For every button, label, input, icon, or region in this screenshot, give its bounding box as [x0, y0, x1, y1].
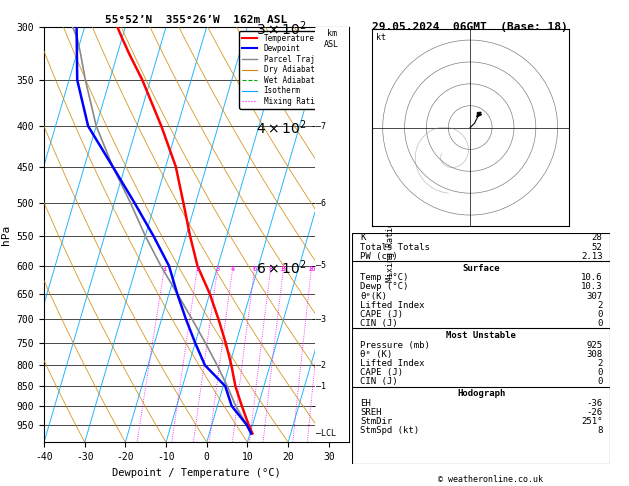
Text: 3: 3 — [216, 266, 220, 272]
Text: 16: 16 — [308, 266, 316, 272]
Text: 2.13: 2.13 — [581, 252, 603, 261]
Text: —2: —2 — [316, 361, 326, 370]
Text: —5: —5 — [316, 261, 326, 270]
Text: θᵉ (K): θᵉ (K) — [360, 350, 392, 359]
Text: Pressure (mb): Pressure (mb) — [360, 341, 430, 349]
Text: —3: —3 — [316, 314, 326, 324]
Text: 6: 6 — [253, 266, 257, 272]
Text: —6: —6 — [316, 199, 326, 208]
Text: 8: 8 — [269, 266, 273, 272]
Text: PW (cm): PW (cm) — [360, 252, 398, 261]
Text: 307: 307 — [586, 292, 603, 300]
Text: 8: 8 — [597, 426, 603, 435]
Legend: Temperature, Dewpoint, Parcel Trajectory, Dry Adiabat, Wet Adiabat, Isotherm, Mi: Temperature, Dewpoint, Parcel Trajectory… — [239, 31, 345, 109]
Text: kt: kt — [376, 33, 386, 42]
Text: EH: EH — [360, 399, 370, 408]
Text: km: km — [327, 29, 337, 38]
Text: 0: 0 — [597, 368, 603, 377]
Text: 10.3: 10.3 — [581, 282, 603, 291]
Text: StmSpd (kt): StmSpd (kt) — [360, 426, 419, 435]
Text: Temp (°C): Temp (°C) — [360, 273, 408, 282]
Text: CIN (J): CIN (J) — [360, 319, 398, 328]
Y-axis label: hPa: hPa — [1, 225, 11, 244]
Text: Dewp (°C): Dewp (°C) — [360, 282, 408, 291]
Text: 2: 2 — [597, 359, 603, 368]
Text: —LCL: —LCL — [316, 429, 337, 438]
Text: Surface: Surface — [462, 264, 500, 273]
Text: 29.05.2024  06GMT  (Base: 18): 29.05.2024 06GMT (Base: 18) — [372, 22, 568, 32]
Text: —1: —1 — [316, 382, 326, 391]
Text: CAPE (J): CAPE (J) — [360, 368, 403, 377]
Text: 308: 308 — [586, 350, 603, 359]
Text: Lifted Index: Lifted Index — [360, 301, 425, 310]
Text: -36: -36 — [586, 399, 603, 408]
Text: 28: 28 — [592, 233, 603, 243]
Text: 1: 1 — [163, 266, 167, 272]
Text: CIN (J): CIN (J) — [360, 378, 398, 386]
Text: 2: 2 — [196, 266, 200, 272]
Text: -26: -26 — [586, 408, 603, 417]
Text: 2: 2 — [597, 301, 603, 310]
Text: Totals Totals: Totals Totals — [360, 243, 430, 252]
Text: —7: —7 — [316, 122, 326, 131]
Text: θᵉ(K): θᵉ(K) — [360, 292, 387, 300]
Text: SREH: SREH — [360, 408, 381, 417]
Text: 25: 25 — [335, 266, 343, 272]
X-axis label: Dewpoint / Temperature (°C): Dewpoint / Temperature (°C) — [112, 468, 281, 478]
Text: 0: 0 — [597, 319, 603, 328]
Text: 251°: 251° — [581, 417, 603, 426]
Text: Mixing Ratio (g/kg): Mixing Ratio (g/kg) — [386, 187, 395, 282]
Text: 52: 52 — [592, 243, 603, 252]
Text: 20: 20 — [321, 266, 330, 272]
Text: 10.6: 10.6 — [581, 273, 603, 282]
Text: © weatheronline.co.uk: © weatheronline.co.uk — [438, 474, 543, 484]
Title: 55°52’N  355°26’W  162m ASL: 55°52’N 355°26’W 162m ASL — [106, 15, 287, 25]
Text: 925: 925 — [586, 341, 603, 349]
Text: CAPE (J): CAPE (J) — [360, 310, 403, 319]
Text: Lifted Index: Lifted Index — [360, 359, 425, 368]
Text: K: K — [360, 233, 365, 243]
Text: Hodograph: Hodograph — [457, 389, 505, 399]
Text: 10: 10 — [279, 266, 288, 272]
Text: ASL: ASL — [325, 40, 339, 49]
Text: 0: 0 — [597, 310, 603, 319]
Text: 0: 0 — [597, 378, 603, 386]
Text: Most Unstable: Most Unstable — [446, 331, 516, 340]
Text: 4: 4 — [231, 266, 235, 272]
Text: StmDir: StmDir — [360, 417, 392, 426]
